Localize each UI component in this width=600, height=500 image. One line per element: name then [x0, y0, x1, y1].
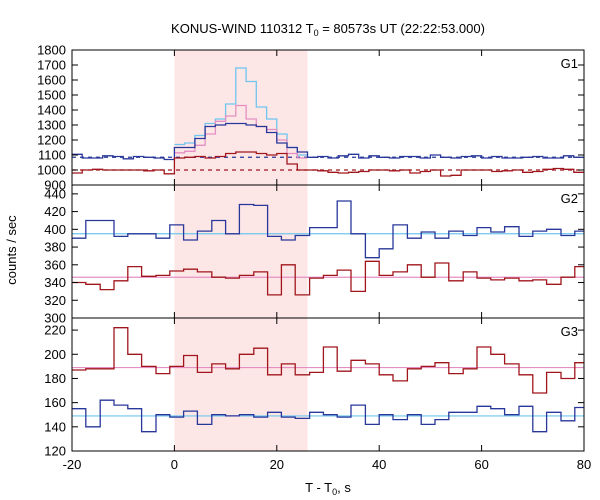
y-tick-label: 360: [44, 257, 66, 272]
y-tick-label: 180: [44, 371, 66, 386]
y-tick-label: 140: [44, 419, 66, 434]
y-tick-label: 300: [44, 311, 66, 326]
x-tick-label: 80: [577, 457, 591, 472]
plot-area: 900100011001200130014001500160017001800G…: [37, 43, 591, 473]
y-tick-label: 440: [44, 186, 66, 201]
y-tick-label: 1200: [37, 133, 66, 148]
chart-title-rest: = 80573s UT (22:22:53.000): [319, 21, 485, 36]
series-g2-blue: [72, 200, 584, 259]
x-axis-label-subscript: 0: [332, 487, 337, 497]
y-tick-label: 1700: [37, 58, 66, 73]
panel-label: G3: [561, 324, 578, 339]
x-tick-label: -20: [63, 457, 82, 472]
x-tick-label: 60: [474, 457, 488, 472]
series-g1-sum-pink: [174, 104, 308, 159]
y-tick-label: 200: [44, 347, 66, 362]
panel-label: G2: [561, 191, 578, 206]
x-tick-label: 20: [270, 457, 284, 472]
y-tick-label: 1800: [37, 43, 66, 58]
panel-label: G1: [561, 56, 578, 71]
panel-frame: [71, 184, 585, 319]
x-tick-label: 0: [171, 457, 178, 472]
y-tick-label: 340: [44, 275, 66, 290]
y-tick-label: 900: [44, 178, 66, 193]
series-g3-blue: [72, 399, 584, 433]
panel-frame: [71, 49, 585, 186]
y-tick-label: 120: [44, 444, 66, 459]
highlight-interval: [174, 50, 308, 185]
series-g1-blue: [72, 122, 584, 161]
y-axis-label: counts / sec: [4, 215, 19, 285]
panel-g3: 120 140 160 180 200 220 G3: [44, 317, 585, 459]
chart-title-subscript: 0: [314, 28, 319, 38]
y-tick-label: 400: [44, 222, 66, 237]
y-tick-label: 1600: [37, 73, 66, 88]
chart-title-main: KONUS-WIND 110312 T: [171, 21, 314, 36]
y-tick-label: 1400: [37, 103, 66, 118]
y-tick-label: 1500: [37, 88, 66, 103]
x-tick-label: 40: [372, 457, 386, 472]
y-tick-label: 1000: [37, 163, 66, 178]
highlight-interval: [174, 185, 308, 318]
x-axis-label-main: T - T: [305, 480, 332, 495]
series-g2-red: [72, 260, 584, 296]
y-tick-label: 1300: [37, 118, 66, 133]
y-tick-label: 420: [44, 204, 66, 219]
y-tick-label: 380: [44, 240, 66, 255]
x-axis-label-rest: , s: [337, 480, 351, 495]
highlight-interval: [174, 318, 308, 451]
series-g1-red: [72, 151, 584, 177]
series-g1-sum-blue: [174, 67, 308, 156]
chart-title: KONUS-WIND 110312 T0 = 80573s UT (22:22:…: [171, 21, 485, 38]
panel-g2: 300 320 340 360 380 400 420 440 G2: [44, 184, 585, 326]
panel-frame: [71, 317, 585, 452]
x-axis-label: T - T0, s: [305, 480, 351, 497]
y-tick-label: 320: [44, 293, 66, 308]
y-tick-label: 220: [44, 323, 66, 338]
y-tick-label: 1100: [38, 148, 66, 163]
y-tick-label: 160: [44, 395, 66, 410]
series-g3-red: [72, 327, 584, 394]
